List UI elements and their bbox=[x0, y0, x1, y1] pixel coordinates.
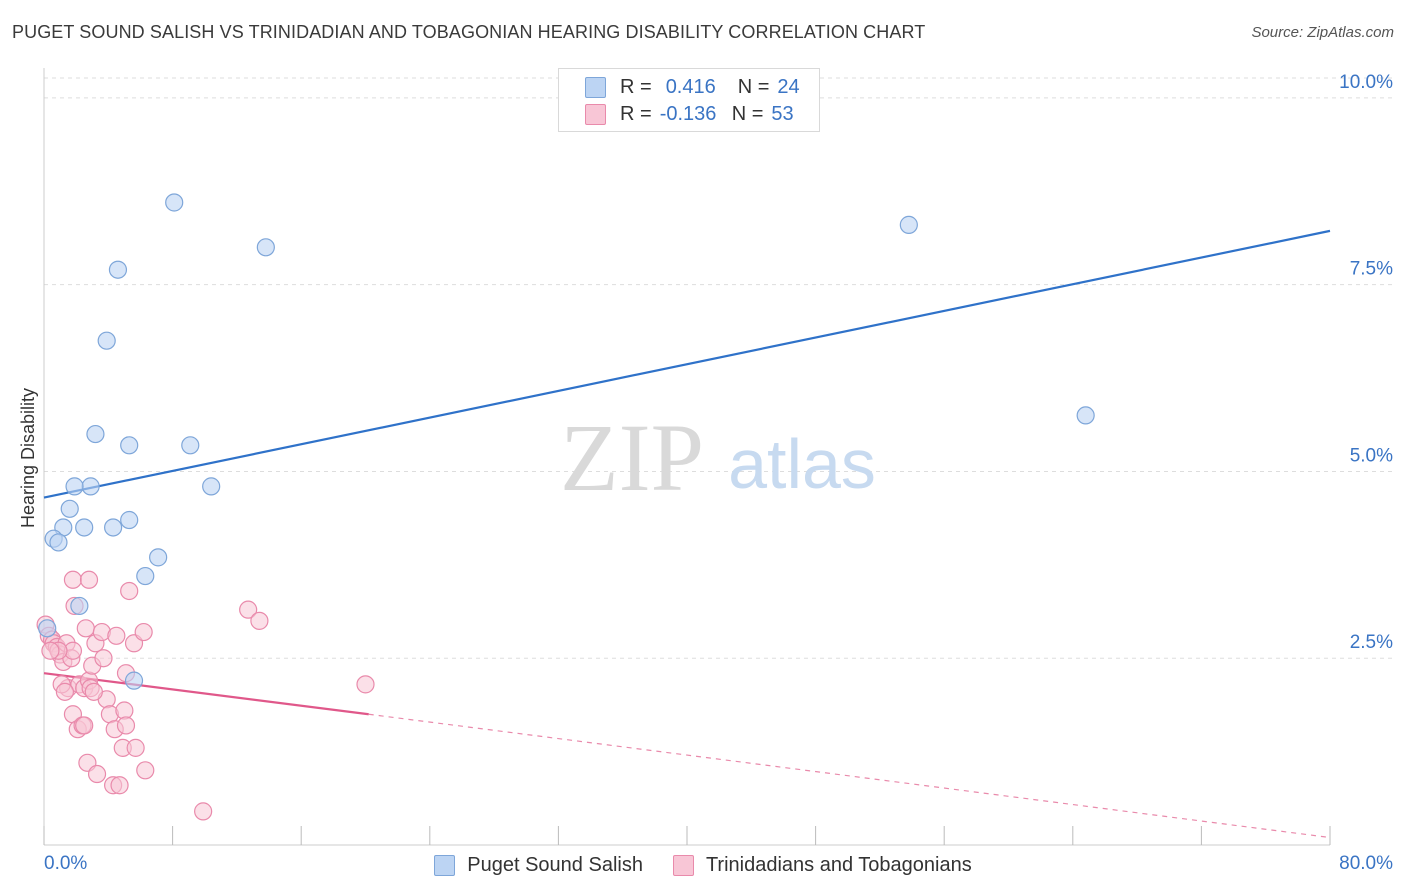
data-point-blue bbox=[108, 260, 128, 279]
data-point-blue bbox=[149, 548, 168, 567]
watermark: ZIP atlas bbox=[560, 404, 876, 511]
y-tick-label: 5.0% bbox=[1350, 445, 1393, 466]
series-legend-blue[interactable]: Puget Sound Salish bbox=[434, 854, 643, 877]
data-point-blue bbox=[181, 436, 200, 455]
trend-line-pink-dashed bbox=[368, 713, 1331, 839]
legend-swatch-pink bbox=[585, 103, 606, 125]
data-point-pink bbox=[107, 626, 126, 645]
legend-n-label: N = bbox=[731, 102, 764, 125]
x-tick-label: 80.0% bbox=[1339, 853, 1393, 874]
data-point-pink bbox=[63, 570, 83, 589]
data-point-blue bbox=[120, 510, 139, 530]
data-point-blue bbox=[104, 518, 123, 537]
trend-line-pink bbox=[43, 672, 369, 716]
gridlines bbox=[44, 77, 1392, 659]
data-point-blue bbox=[899, 215, 918, 234]
data-point-blue bbox=[1076, 406, 1095, 425]
legend-r-label: R = bbox=[620, 75, 652, 98]
watermark-zip: ZIP bbox=[560, 404, 704, 511]
data-point-blue bbox=[38, 619, 57, 638]
y-tick-label: 2.5% bbox=[1350, 632, 1393, 653]
data-point-pink bbox=[134, 622, 153, 642]
data-point-blue bbox=[70, 596, 89, 616]
data-point-pink bbox=[356, 675, 375, 694]
data-point-pink bbox=[76, 619, 95, 638]
data-point-blue bbox=[256, 238, 275, 257]
data-point-blue bbox=[120, 436, 139, 455]
legend-row-blue: R = 0.416 N = 24 bbox=[585, 74, 800, 100]
legend-r-label: R = bbox=[620, 102, 652, 125]
data-point-pink bbox=[94, 649, 113, 668]
data-point-pink bbox=[55, 682, 74, 701]
data-point-blue bbox=[97, 331, 116, 350]
data-point-pink bbox=[239, 600, 258, 619]
y-axis-title: Hearing Disability bbox=[18, 388, 38, 528]
data-point-pink bbox=[115, 701, 134, 720]
data-point-blue bbox=[49, 533, 68, 552]
data-points bbox=[36, 193, 1095, 821]
source-label: Source: ZipAtlas.com bbox=[1251, 24, 1394, 41]
legend-row-pink: R = -0.136 N = 53 bbox=[585, 101, 794, 127]
data-point-blue bbox=[124, 671, 144, 690]
series-swatch-blue bbox=[434, 854, 456, 876]
data-point-pink bbox=[75, 716, 94, 735]
legend-r-value: 0.416 bbox=[665, 75, 716, 98]
data-point-pink bbox=[250, 611, 269, 630]
data-point-pink bbox=[87, 764, 107, 784]
series-label-blue: Puget Sound Salish bbox=[467, 853, 643, 876]
trend-lines bbox=[43, 229, 1331, 839]
axes bbox=[43, 68, 1331, 846]
x-tick-label: 0.0% bbox=[44, 853, 87, 874]
data-point-pink bbox=[41, 641, 60, 660]
series-legend: Puget Sound Salish Trinidadians and Toba… bbox=[0, 852, 1406, 878]
series-legend-pink[interactable]: Trinidadians and Tobagonians bbox=[672, 853, 972, 877]
data-point-pink bbox=[194, 802, 213, 821]
axis-labels: 2.5% 5.0% 7.5% 10.0% 0.0% 80.0% Hearing Disabi… bbox=[18, 72, 1393, 874]
correlation-legend: R = 0.416 N = 24 R = -0.136 N = 53 bbox=[558, 68, 820, 132]
data-point-pink bbox=[116, 716, 136, 735]
data-point-blue bbox=[136, 566, 155, 586]
series-swatch-pink bbox=[672, 854, 694, 876]
data-point-pink bbox=[110, 776, 129, 795]
legend-n-label: N = bbox=[737, 75, 770, 98]
data-point-pink bbox=[126, 738, 145, 757]
chart-title: PUGET SOUND SALISH VS TRINIDADIAN AND TO… bbox=[12, 22, 926, 42]
y-tick-label: 7.5% bbox=[1350, 259, 1393, 280]
data-point-blue bbox=[202, 477, 221, 496]
legend-swatch-blue bbox=[585, 76, 606, 98]
data-point-pink bbox=[136, 761, 155, 780]
legend-n-value: 24 bbox=[777, 75, 800, 98]
data-point-blue bbox=[60, 499, 79, 518]
trend-line-blue bbox=[43, 229, 1331, 499]
data-point-blue bbox=[81, 477, 100, 496]
series-label-pink: Trinidadians and Tobagonians bbox=[705, 853, 972, 876]
legend-n-value: 53 bbox=[771, 102, 794, 125]
legend-r-value: -0.136 bbox=[659, 102, 717, 125]
data-point-pink bbox=[84, 682, 103, 701]
data-point-blue bbox=[165, 193, 184, 212]
data-point-blue bbox=[86, 424, 105, 444]
data-point-blue bbox=[65, 477, 84, 496]
data-point-pink bbox=[79, 570, 99, 589]
data-point-blue bbox=[75, 518, 94, 537]
watermark-atlas: atlas bbox=[728, 425, 876, 503]
data-point-pink bbox=[120, 581, 139, 601]
y-tick-label: 10.0% bbox=[1339, 72, 1393, 93]
